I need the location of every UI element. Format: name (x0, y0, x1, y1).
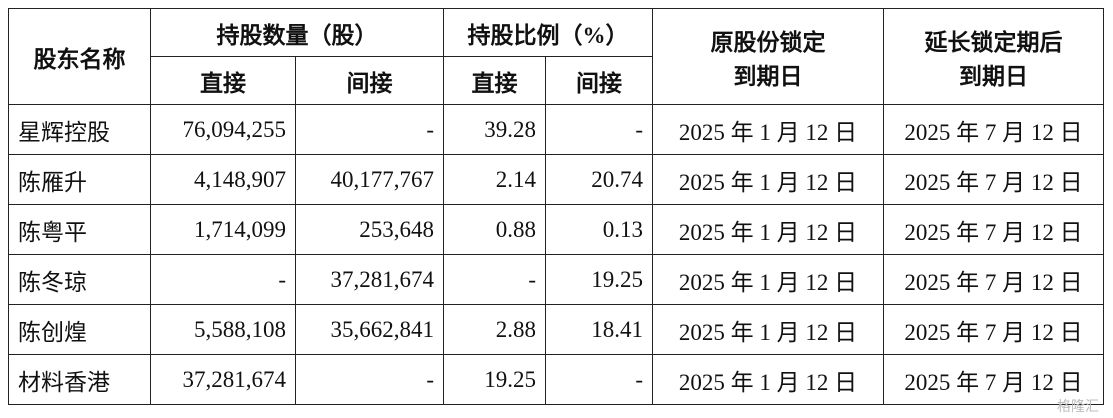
table-cell: 76,094,255 (150, 104, 296, 155)
header-row: 股东名称 持股数量（股） 持股比例（%） 原股份锁定 到期日 延长锁定期后 到期日 (8, 8, 1104, 105)
table-cell: 20.74 (545, 154, 653, 205)
header-line: 到期日 (959, 63, 1028, 89)
table-cell: 1,714,099 (150, 204, 296, 255)
table-cell: - (150, 254, 296, 305)
data-row: 陈粤平 1,714,099 253,648 0.88 0.13 2025 年 1 月 12… (8, 204, 1104, 255)
table-cell: 2025 年 7 月 12 日 (883, 354, 1104, 405)
table-cell: 0.88 (443, 204, 546, 255)
table-cell: 35,662,841 (295, 304, 444, 355)
table-cell: 40,177,767 (295, 154, 444, 205)
table-cell: 2.14 (443, 154, 546, 205)
table-cell: 39.28 (443, 104, 546, 155)
header-cell: 持股数量（股） (150, 8, 444, 57)
table-cell: 2025 年 1 月 12 日 (652, 104, 884, 155)
table-cell: 2025 年 1 月 12 日 (652, 204, 884, 255)
header-cell: 直接 (150, 56, 296, 105)
table-cell: - (443, 254, 546, 305)
header-line: 到期日 (733, 63, 803, 89)
header-line: 原股份锁定 (710, 29, 826, 55)
table-body: 星辉控股 76,094,255-39.28-2025 年 1 月 12 日 2025… (8, 104, 1104, 405)
data-row: 陈雁升 4,148,907 40,177,767 2.14 20.74 2025 年 1 … (8, 154, 1104, 205)
table-cell: - (545, 104, 653, 155)
header-cell: 间接 (295, 56, 444, 105)
watermark: 格隆汇 (1057, 399, 1099, 415)
data-row: 陈创煌 5,588,108 35,662,841 2.88 18.41 2025 年 1 … (8, 304, 1104, 355)
table-cell: 37,281,674 (295, 254, 444, 305)
table-cell: 18.41 (545, 304, 653, 355)
header-cell: 原股份锁定 到期日 (652, 8, 884, 105)
table-cell: - (545, 354, 653, 405)
header-cell: 间接 (545, 56, 653, 105)
header-cell: 延长锁定期后 到期日 (883, 8, 1104, 105)
table-cell: 4,148,907 (150, 154, 296, 205)
table-cell: 0.13 (545, 204, 653, 255)
table-cell: 星辉控股 (8, 104, 151, 155)
table-cell: 2025 年 7 月 12 日 (883, 204, 1104, 255)
data-row: 星辉控股 76,094,255-39.28-2025 年 1 月 12 日 2025… (8, 104, 1104, 155)
table-cell: 陈雁升 (8, 154, 151, 205)
table-cell: 2025 年 1 月 12 日 (652, 354, 884, 405)
table-cell: 2025 年 7 月 12 日 (883, 304, 1104, 355)
table-cell: 2025 年 7 月 12 日 (883, 104, 1104, 155)
table-cell: 5,588,108 (150, 304, 296, 355)
table-cell: 2.88 (443, 304, 546, 355)
table-cell: 材料香港 (8, 354, 151, 405)
table-cell: 2025 年 1 月 12 日 (652, 304, 884, 355)
header-cell: 持股比例（%） (443, 8, 653, 57)
table-cell: 37,281,674 (150, 354, 296, 405)
shareholding-table: 股东名称 持股数量（股） 持股比例（%） 原股份锁定 到期日 延长锁定期后 到期日 直接 间接直… (8, 8, 1104, 405)
header-cell: 直接 (443, 56, 546, 105)
header-cell: 股东名称 (8, 8, 151, 105)
data-row: 材料香港 37,281,674-19.25-2025 年 1 月 12 日 2025… (8, 354, 1104, 405)
table-cell: - (295, 354, 444, 405)
header-line: 延长锁定期后 (924, 29, 1063, 55)
table-cell: 253,648 (295, 204, 444, 255)
table-cell: 19.25 (443, 354, 546, 405)
table-cell: 2025 年 7 月 12 日 (883, 154, 1104, 205)
table-cell: 2025 年 7 月 12 日 (883, 254, 1104, 305)
table-cell: 19.25 (545, 254, 653, 305)
table-header: 股东名称 持股数量（股） 持股比例（%） 原股份锁定 到期日 延长锁定期后 到期日 直接 间接直… (8, 8, 1104, 105)
table-cell: 2025 年 1 月 12 日 (652, 254, 884, 305)
table-cell: 2025 年 1 月 12 日 (652, 154, 884, 205)
table-cell: 陈冬琼 (8, 254, 151, 305)
table-cell: - (295, 104, 444, 155)
table-cell: 陈粤平 (8, 204, 151, 255)
table-cell: 陈创煌 (8, 304, 151, 355)
data-row: 陈冬琼 -37,281,674-19.25 2025 年 1 月 12 日 2025 … (8, 254, 1104, 305)
